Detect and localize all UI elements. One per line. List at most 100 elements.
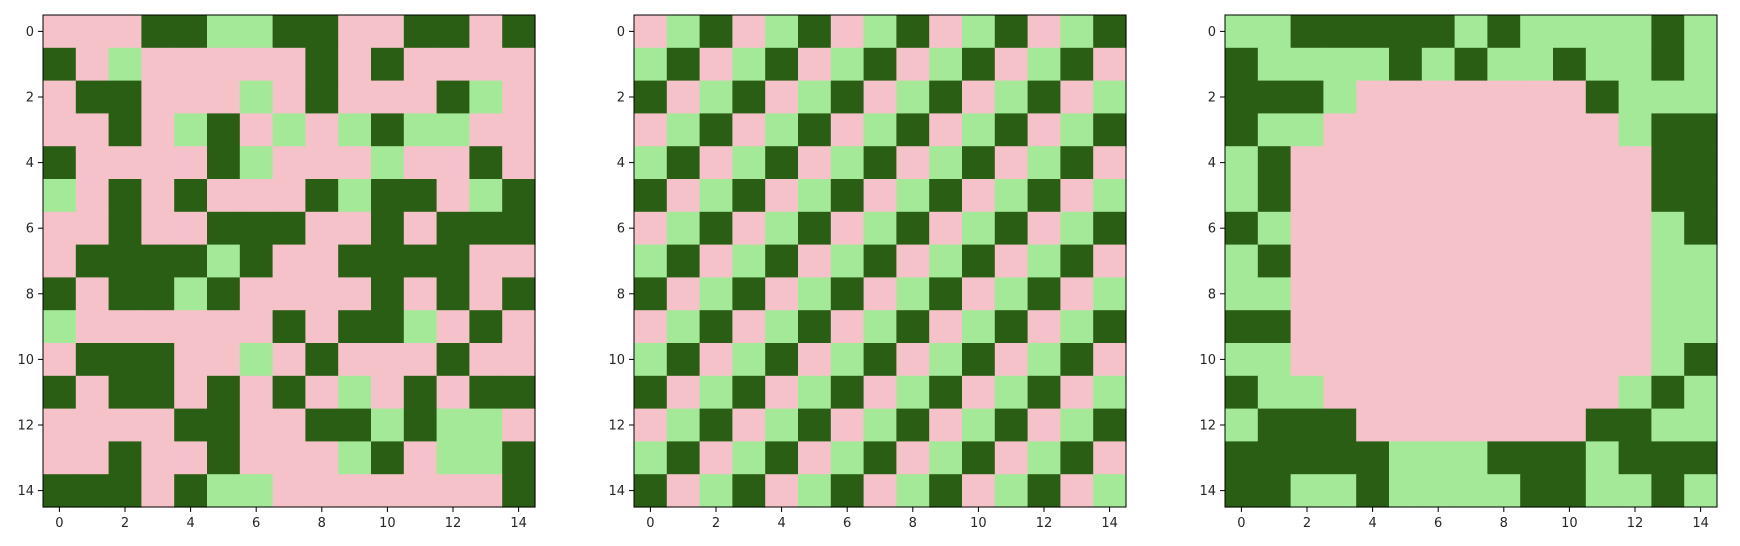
heatmap-cell [502, 441, 536, 475]
heatmap-cell [371, 47, 405, 82]
heatmap-cell [207, 343, 241, 377]
heatmap-cell [75, 375, 110, 410]
heatmap-cell [371, 277, 405, 311]
heatmap-cell [666, 146, 701, 180]
heatmap-cell [239, 80, 274, 114]
heatmap-cell [1389, 211, 1423, 246]
heatmap-cell [863, 408, 897, 442]
heatmap-cell [863, 310, 897, 344]
heatmap-cell [75, 244, 110, 278]
heatmap-cell [141, 310, 175, 344]
heatmap-cell [338, 474, 372, 508]
heatmap-cell [108, 343, 142, 377]
heatmap-cell [272, 441, 306, 475]
heatmap-cell [666, 310, 701, 344]
heatmap-cell [174, 244, 208, 278]
y-tick-label: 6 [617, 222, 625, 237]
heatmap-cell [305, 146, 339, 180]
heatmap-cell [75, 113, 110, 147]
heatmap-cell [371, 15, 405, 49]
heatmap-cell [43, 80, 77, 114]
heatmap-cell [863, 80, 897, 114]
heatmap-cell [502, 15, 536, 49]
heatmap-cell [1290, 277, 1324, 311]
heatmap-cell [305, 408, 339, 442]
x-tick-label: 2 [121, 516, 129, 531]
heatmap-cell [403, 408, 438, 442]
heatmap-cell [305, 80, 339, 114]
heatmap-cell [75, 474, 110, 508]
heatmap-cell [272, 244, 306, 278]
heatmap-cell [75, 47, 110, 82]
heatmap-cell [962, 441, 996, 475]
heatmap-cell [239, 343, 274, 377]
heatmap-cell [1585, 179, 1620, 213]
heatmap-cell [994, 211, 1029, 246]
heatmap-cell [1454, 211, 1488, 246]
heatmap-cell [75, 441, 110, 475]
heatmap-cell [108, 408, 142, 442]
heatmap-cell [962, 211, 996, 246]
heatmap-cell [1520, 113, 1554, 147]
heatmap-cell [1323, 343, 1357, 377]
heatmap-cell [207, 474, 241, 508]
heatmap-cell [1257, 80, 1292, 114]
heatmap-cell [305, 47, 339, 82]
y-tick-label: 14 [1199, 484, 1216, 499]
heatmap-cell [699, 343, 733, 377]
heatmap-cell [962, 15, 996, 49]
heatmap-cell [1553, 408, 1587, 442]
heatmap-cell [699, 310, 733, 344]
heatmap-cell [502, 80, 536, 114]
heatmap-cell [239, 113, 274, 147]
heatmap-cell [1618, 474, 1652, 508]
heatmap-cell [403, 441, 438, 475]
heatmap-cell [1257, 375, 1292, 410]
x-tick-label: 14 [1101, 516, 1118, 531]
heatmap-cell [1454, 474, 1488, 508]
heatmap-cell [1520, 146, 1554, 180]
heatmap-cell [1684, 47, 1718, 82]
heatmap-cell [896, 244, 930, 278]
heatmap-cell [929, 375, 963, 410]
heatmap-cell [305, 113, 339, 147]
heatmap-cell [798, 211, 832, 246]
heatmap-cell [994, 244, 1029, 278]
heatmap-cell [929, 441, 963, 475]
heatmap-cell [1027, 211, 1061, 246]
heatmap-cell [305, 277, 339, 311]
heatmap-cell [371, 310, 405, 344]
heatmap-cell [371, 244, 405, 278]
heatmap-cell [1257, 343, 1292, 377]
heatmap-cell [798, 343, 832, 377]
heatmap-cell [272, 343, 306, 377]
heatmap-cell [1585, 310, 1620, 344]
heatmap-cell [1290, 343, 1324, 377]
heatmap-cell [1093, 47, 1127, 82]
heatmap-cell [732, 47, 766, 82]
heatmap-cell [75, 343, 110, 377]
heatmap-cell [1290, 441, 1324, 475]
heatmap-cell [1553, 310, 1587, 344]
axes-frame [633, 14, 1127, 508]
x-tick-label: 2 [1303, 516, 1311, 531]
heatmap-cell [108, 211, 142, 246]
heatmap-cell [1487, 310, 1521, 344]
heatmap-cell [1618, 211, 1652, 246]
heatmap-cell [1520, 179, 1554, 213]
heatmap-cell [634, 310, 668, 344]
heatmap-cell [1618, 310, 1652, 344]
heatmap-cell [1585, 474, 1620, 508]
heatmap-cell [634, 113, 668, 147]
heatmap-cell [502, 47, 536, 82]
heatmap-cell [634, 244, 668, 278]
heatmap-cell [371, 80, 405, 114]
heatmap-cell [207, 375, 241, 410]
heatmap-cell [1389, 277, 1423, 311]
heatmap-cell [1257, 179, 1292, 213]
heatmap-cell [1553, 47, 1587, 82]
heatmap-cell [1093, 211, 1127, 246]
heatmap-cell [1684, 375, 1718, 410]
heatmap-cell [798, 80, 832, 114]
heatmap-cell [43, 375, 77, 410]
